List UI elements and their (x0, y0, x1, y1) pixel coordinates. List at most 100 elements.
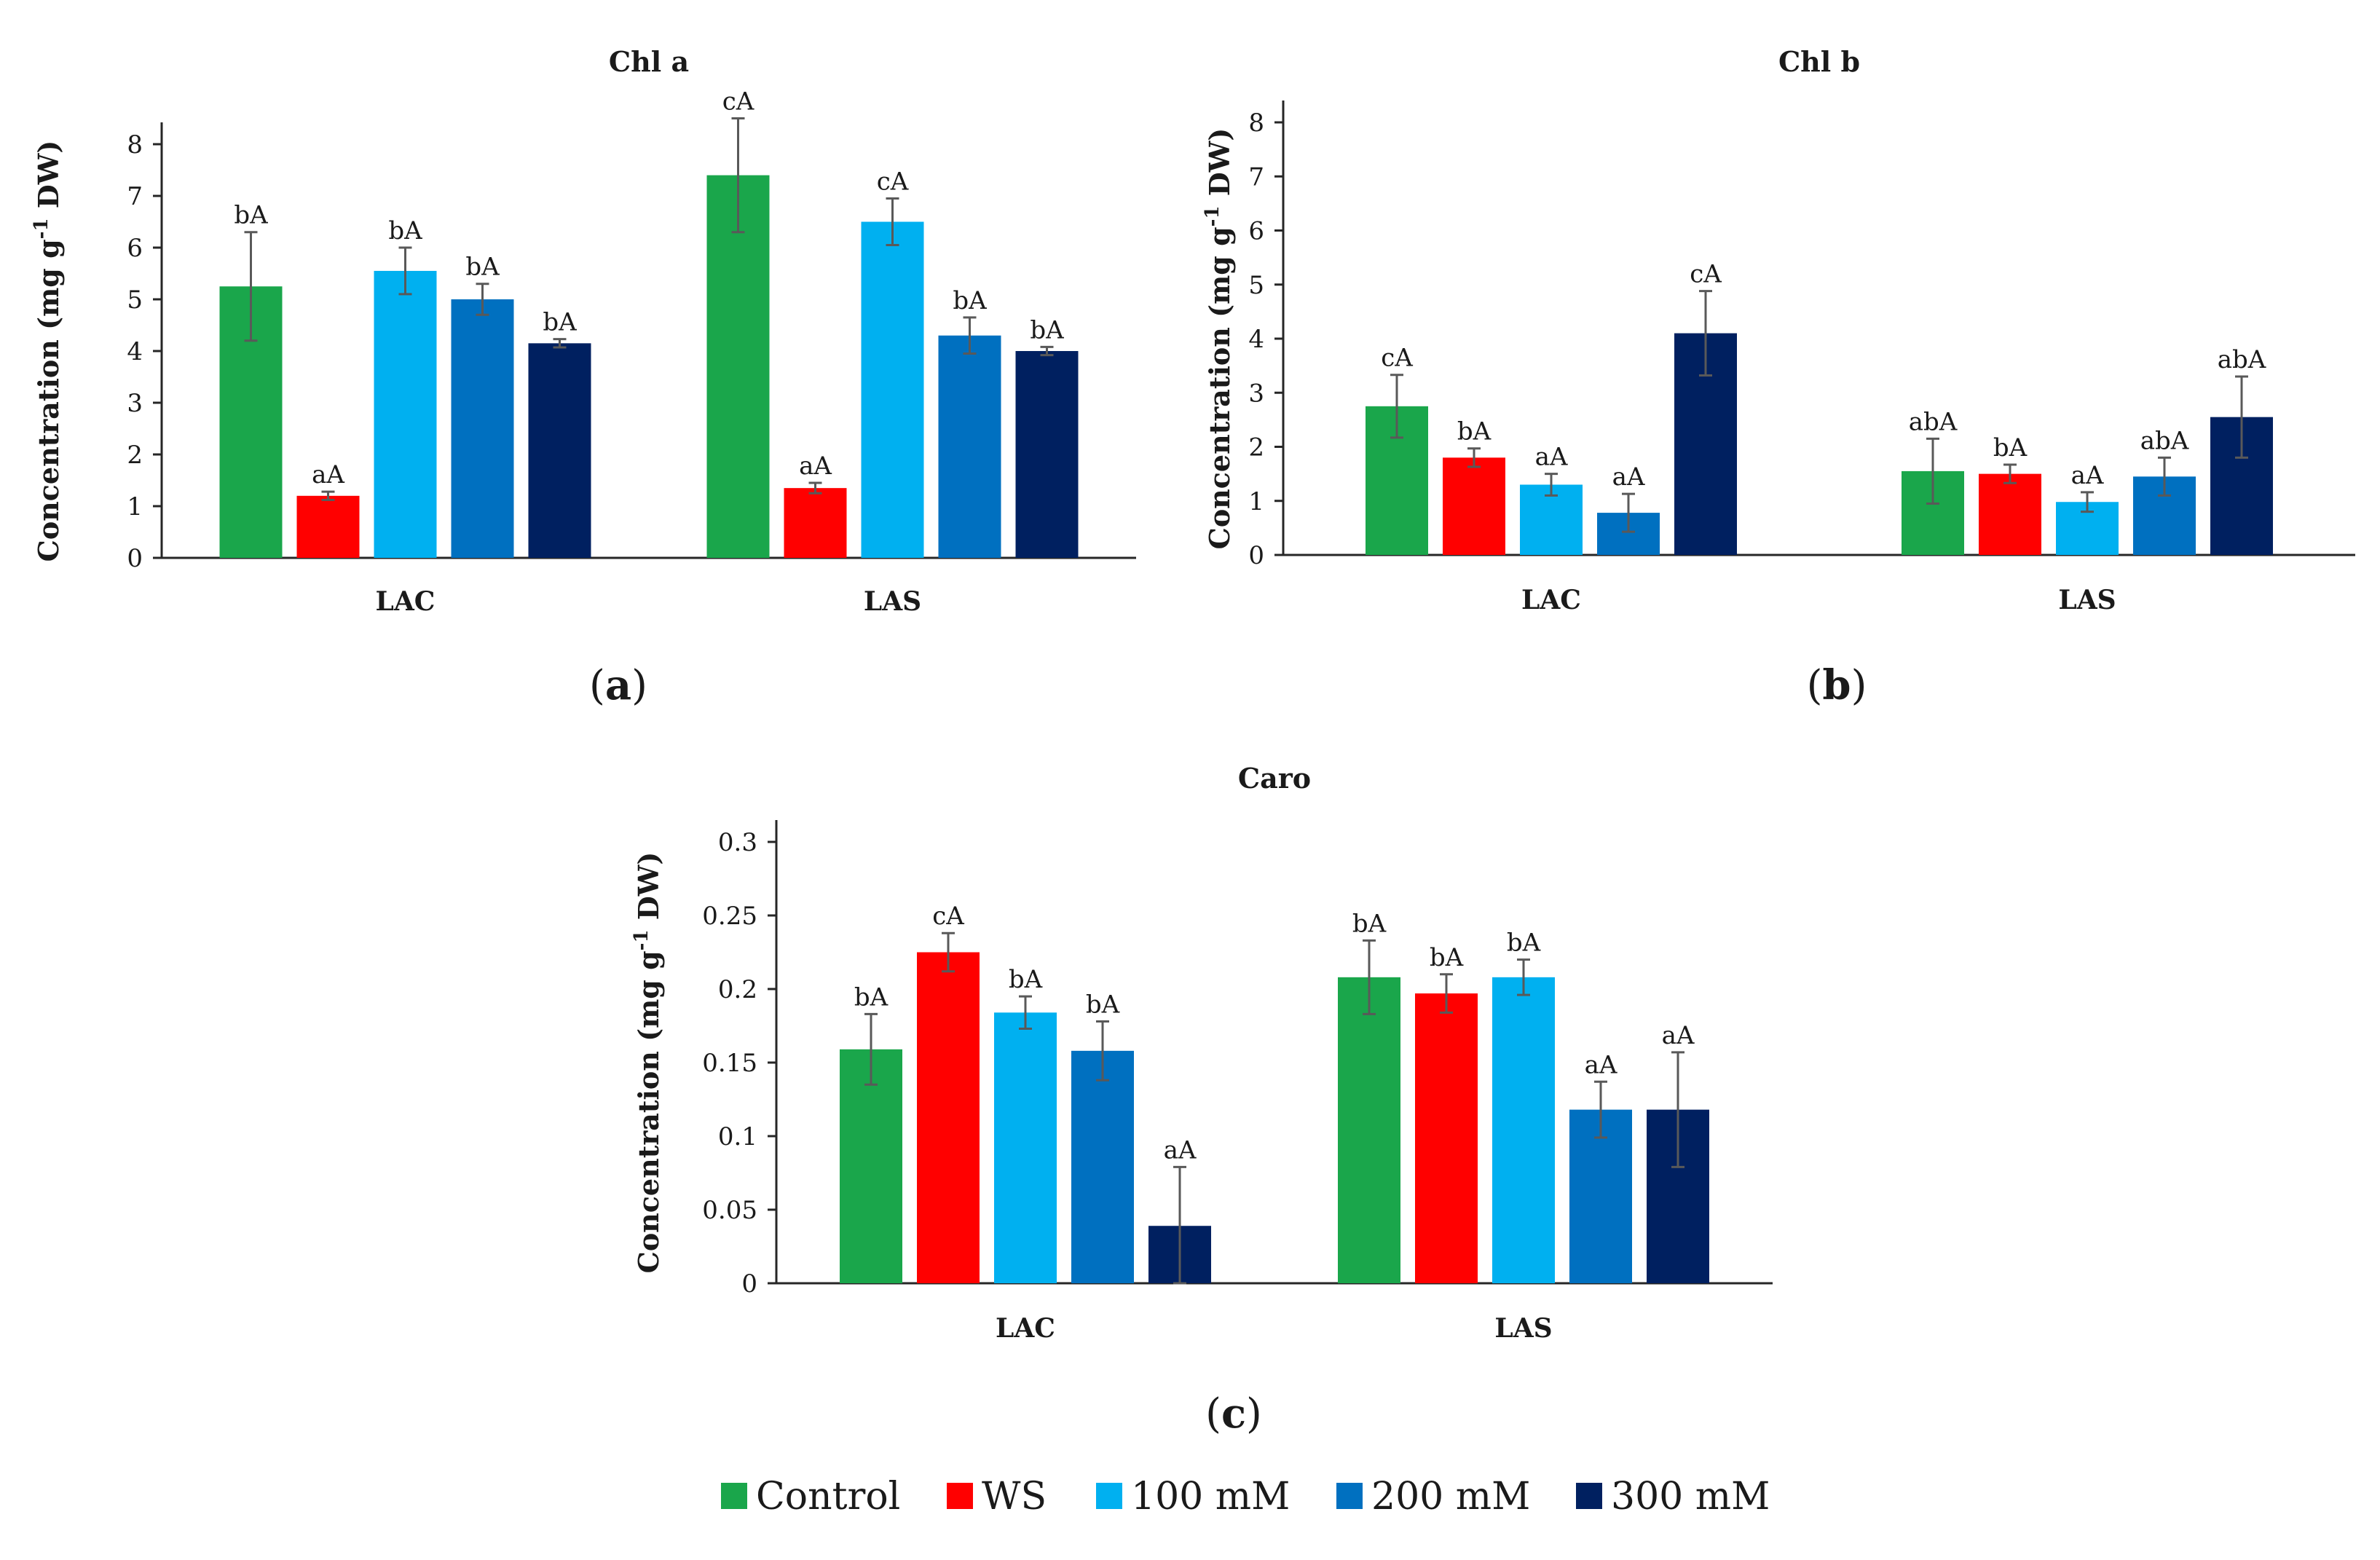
panel-label-letter: b (1822, 661, 1851, 709)
legend-swatch-100-mm (1096, 1483, 1122, 1509)
y-tick-label: 8 (1248, 109, 1264, 138)
bar-lac-ws (1443, 457, 1505, 555)
legend-swatch-200-mm (1336, 1483, 1363, 1509)
panel-label-close: ) (1246, 1390, 1262, 1438)
data-label: aA (1662, 1021, 1695, 1050)
y-tick-label: 5 (127, 285, 143, 315)
data-label: bA (234, 201, 268, 230)
x-category-label: LAS (864, 586, 921, 617)
x-category-label: LAS (1494, 1313, 1552, 1344)
legend-label: Control (756, 1475, 900, 1518)
y-axis-label: Concentration (mg g-1 DW) (631, 852, 665, 1274)
panel-label-open: ( (589, 662, 605, 709)
data-label: abA (2140, 426, 2189, 455)
bar-las-200-mm (938, 335, 1001, 558)
data-label: bA (1507, 929, 1541, 958)
y-tick-label: 2 (1248, 433, 1264, 462)
y-axis-label-unit: DW) (632, 852, 665, 930)
data-label: aA (2071, 461, 2104, 490)
y-tick-label: 7 (1248, 162, 1264, 192)
chart-title: Chl b (1778, 45, 1860, 78)
y-tick-label: 0.3 (718, 828, 757, 857)
data-label: bA (1993, 433, 2028, 462)
chart-panel-c: Caro 0 0.05 0.1 0.15 0.2 0.25 0.3 Concentration … (631, 762, 1773, 1438)
data-label: bA (543, 308, 577, 337)
bar-lac-ws (296, 495, 360, 558)
data-label: aA (1585, 1050, 1617, 1079)
y-tick-label: 0.1 (718, 1122, 757, 1151)
y-tick-label: 0.2 (718, 975, 757, 1004)
chart-title: Chl a (609, 45, 689, 78)
panel-label-open: ( (1205, 1390, 1221, 1438)
y-tick-label: 0 (741, 1269, 757, 1299)
y-tick-label: 6 (1248, 217, 1264, 246)
data-label: cA (932, 902, 964, 931)
x-category-label: LAC (996, 1313, 1055, 1344)
bar-las-300-mm (1015, 351, 1079, 558)
bar-lac-200-mm (451, 299, 514, 558)
data-label: aA (1612, 462, 1645, 492)
y-tick-label: 4 (1248, 325, 1264, 354)
bar-las-control (706, 175, 770, 559)
bar-las-control (1338, 977, 1400, 1283)
y-axis-label-text: Concentration (mg g (1203, 226, 1236, 549)
y-axis-label-text: Concentration (mg g (32, 239, 65, 562)
y-tick-label: 3 (1248, 379, 1264, 408)
y-axis-label: Concentration (mg g-1 DW) (31, 141, 65, 562)
bar-lac-100-mm (994, 1012, 1057, 1283)
y-tick-label: 0 (127, 544, 143, 573)
bar-las-ws (1979, 473, 2041, 555)
panel-label: (c) (1205, 1390, 1262, 1438)
y-tick-label: 1 (1248, 487, 1264, 516)
legend-swatch-control (721, 1483, 747, 1509)
y-tick-label: 1 (127, 492, 143, 521)
y-axis-label-unit: DW) (1203, 128, 1236, 206)
panel-label-letter: c (1221, 1390, 1246, 1438)
chart-panel-b: Chl b 0 1 2 3 4 5 6 7 8 Concentration (mg g-1 DW) c… (1202, 45, 2355, 709)
y-tick-label: 0.05 (702, 1196, 757, 1225)
data-label: bA (953, 286, 987, 315)
panel-label-close: ) (1851, 662, 1867, 709)
legend-label: 100 mM (1131, 1475, 1290, 1518)
data-label: abA (2218, 345, 2266, 374)
panel-label: (a) (589, 661, 647, 709)
y-axis-label-superscript: -1 (31, 218, 52, 239)
data-label: abA (1909, 407, 1958, 436)
legend-label: 200 mM (1371, 1475, 1530, 1518)
y-axis-label-text: Concentration (mg g (632, 950, 665, 1273)
data-label: bA (854, 982, 888, 1012)
data-label: aA (1164, 1135, 1197, 1165)
data-label: bA (1009, 965, 1043, 994)
y-tick-label: 7 (127, 182, 143, 211)
panel-label: (b) (1807, 661, 1867, 709)
data-label: cA (877, 168, 909, 197)
data-label: cA (1381, 344, 1413, 373)
y-axis-label: Concentration (mg g-1 DW) (1202, 128, 1236, 550)
y-tick-label: 4 (127, 337, 143, 366)
x-category-label: LAS (2058, 585, 2116, 615)
data-label: bA (388, 216, 422, 245)
bar-lac-300-mm (528, 343, 591, 558)
bar-lac-ws (917, 952, 980, 1283)
data-label: aA (799, 452, 832, 481)
legend-label: 300 mM (1611, 1475, 1770, 1518)
y-axis-label-superscript: -1 (631, 929, 653, 950)
legend-swatch-ws (947, 1483, 973, 1509)
bar-las-ws (1415, 993, 1478, 1283)
y-tick-label: 0.25 (702, 902, 757, 931)
x-category-label: LAC (376, 586, 436, 617)
y-tick-label: 6 (127, 234, 143, 263)
bar-las-ws (784, 488, 847, 558)
y-tick-label: 8 (127, 130, 143, 159)
data-label: bA (1086, 990, 1120, 1019)
legend-swatch-300-mm (1576, 1483, 1602, 1509)
panel-label-open: ( (1807, 662, 1823, 709)
data-label: bA (1030, 315, 1064, 344)
panel-label-close: ) (631, 662, 647, 709)
y-axis-label-unit: DW) (32, 141, 65, 218)
y-tick-label: 0 (1248, 541, 1264, 570)
x-category-label: LAC (1521, 585, 1581, 615)
legend: Control WS 100 mM 200 mM 300 mM (721, 1475, 1770, 1518)
y-axis-label-superscript: -1 (1202, 205, 1224, 226)
